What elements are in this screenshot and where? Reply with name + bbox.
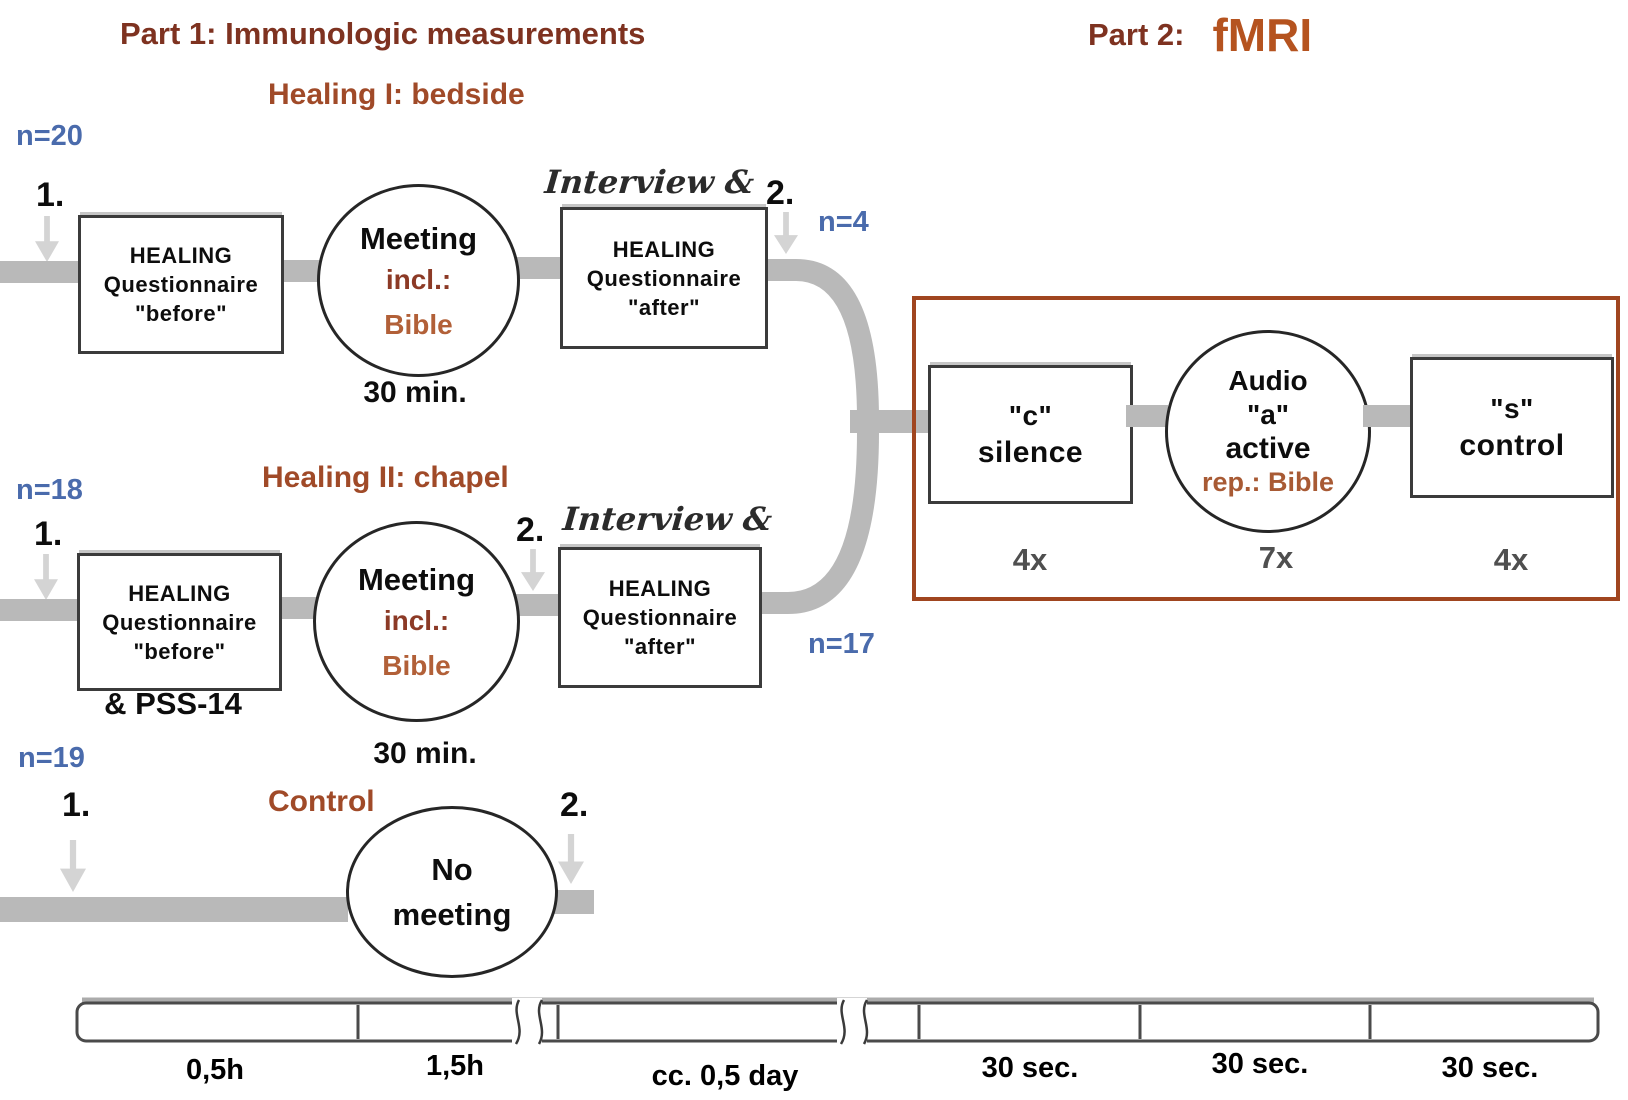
- timeline-break-2-right: [862, 999, 869, 1045]
- healing2-after-line1: HEALING: [608, 576, 712, 601]
- healing1-after-line3: "after": [627, 294, 701, 320]
- timeline-label-05h: 0,5h: [185, 1054, 245, 1086]
- healing2-step2-label: 2.: [516, 511, 545, 549]
- control-circle-line1: No: [431, 852, 473, 887]
- fmri-audio-line2: "a": [1246, 399, 1290, 430]
- healing2-meeting-line2: incl.:: [383, 604, 450, 636]
- fmri-audio-circle: Audio "a" active rep.: Bible: [1165, 330, 1371, 533]
- fmri-connector-2: [1363, 405, 1411, 427]
- healing2-timeline-bar-left: [0, 599, 79, 621]
- fmri-silence-line2: silence: [977, 435, 1084, 469]
- healing2-meeting-circle: Meeting incl.: Bible: [313, 521, 520, 722]
- healing1-meeting-line1: Meeting: [359, 220, 478, 256]
- fmri-control-line2: control: [1459, 428, 1565, 462]
- healing1-n-label: n=20: [16, 120, 83, 152]
- timeline-break-1-right: [537, 999, 544, 1045]
- control-timeline-bar-left: [0, 897, 348, 922]
- healing2-branch-n-label: n=17: [808, 628, 875, 660]
- healing1-duration-label: 30 min.: [363, 376, 467, 409]
- timeline-label-15h: 1,5h: [425, 1050, 485, 1082]
- branch-curve-bottom: [753, 431, 879, 614]
- fmri-audio-line1: Audio: [1228, 365, 1308, 396]
- merged-branch-connector: [850, 410, 932, 433]
- control-n-label: n=19: [18, 742, 85, 774]
- healing1-timeline-bar-left: [0, 261, 80, 283]
- healing2-meeting-line1: Meeting: [357, 561, 476, 597]
- fmri-connector-1: [1126, 405, 1168, 427]
- healing1-step1-label: 1.: [36, 176, 65, 214]
- timeline-label-30sec-1: 30 sec.: [981, 1052, 1079, 1084]
- fmri-audio-count: 7x: [1258, 540, 1294, 575]
- healing2-heading: Healing II: chapel: [262, 461, 509, 494]
- part2-title-group: Part 2: fMRI: [1088, 8, 1312, 62]
- healing1-step2-label: 2.: [766, 174, 795, 212]
- healing2-meeting-line3: Bible: [382, 649, 451, 681]
- timeline-break-1-left: [514, 999, 521, 1045]
- healing1-before-questionnaire-box: HEALING Questionnaire "before": [78, 215, 284, 354]
- part2-fmri-title: fMRI: [1212, 9, 1313, 61]
- timeline-label-05day: cc. 0,5 day: [651, 1060, 799, 1092]
- fmri-silence-box: "c" silence: [928, 365, 1133, 504]
- healing2-after-line3: "after": [623, 634, 697, 659]
- fmri-control-count: 4x: [1493, 542, 1529, 577]
- healing2-after-line2: Questionnaire: [582, 605, 738, 630]
- healing2-before-line3: "before": [133, 638, 226, 664]
- healing2-pss-label: & PSS-14: [104, 686, 242, 721]
- timeline-break-2-left: [839, 999, 846, 1045]
- fmri-control-box: "s" control: [1410, 357, 1614, 498]
- control-no-meeting-circle: No meeting: [346, 806, 558, 978]
- fmri-audio-line4: rep.: Bible: [1201, 467, 1335, 497]
- fmri-control-line1: "s": [1490, 392, 1534, 424]
- healing2-n-label: n=18: [16, 474, 83, 506]
- healing1-branch-n-label: n=4: [818, 206, 869, 238]
- control-step2-label: 2.: [560, 786, 589, 824]
- healing2-interview-note: Interview &: [561, 500, 774, 538]
- timeline-label-30sec-2: 30 sec.: [1211, 1048, 1309, 1080]
- healing2-before-line1: HEALING: [128, 580, 231, 606]
- healing2-step1-label: 1.: [34, 515, 63, 553]
- healing2-after-questionnaire-box: HEALING Questionnaire "after": [558, 547, 762, 688]
- healing1-after-line2: Questionnaire: [586, 265, 742, 291]
- fmri-audio-line3: active: [1225, 432, 1311, 465]
- timeline-label-30sec-3: 30 sec.: [1441, 1052, 1539, 1084]
- healing1-meeting-line3: Bible: [384, 308, 453, 340]
- fmri-silence-count: 4x: [1012, 542, 1048, 577]
- part1-title: Part 1: Immunologic measurements: [120, 16, 646, 51]
- fmri-protocol-box: [912, 296, 1620, 601]
- branch-curve-top: [760, 259, 879, 421]
- healing1-before-line3: "before": [134, 301, 228, 326]
- healing2-before-questionnaire-box: HEALING Questionnaire "before": [77, 553, 282, 691]
- fmri-silence-line1: "c": [1008, 399, 1053, 431]
- healing1-meeting-circle: Meeting incl.: Bible: [317, 184, 520, 377]
- healing1-after-questionnaire-box: HEALING Questionnaire "after": [560, 207, 768, 349]
- healing1-before-line1: HEALING: [129, 243, 233, 268]
- healing1-after-line1: HEALING: [612, 236, 716, 262]
- healing2-connector-1: [274, 597, 316, 619]
- healing1-interview-note: Interview &: [543, 163, 756, 201]
- healing1-connector-1: [276, 260, 320, 282]
- control-heading: Control: [268, 785, 375, 818]
- healing2-before-line2: Questionnaire: [102, 609, 257, 635]
- healing1-heading: Healing I: bedside: [268, 78, 525, 111]
- healing1-meeting-line2: incl.:: [385, 263, 452, 295]
- healing1-before-line2: Questionnaire: [103, 272, 259, 297]
- control-circle-line2: meeting: [392, 897, 512, 932]
- control-step1-label: 1.: [62, 786, 91, 824]
- healing2-duration-label: 30 min.: [373, 737, 477, 770]
- part2-label: Part 2:: [1088, 17, 1185, 52]
